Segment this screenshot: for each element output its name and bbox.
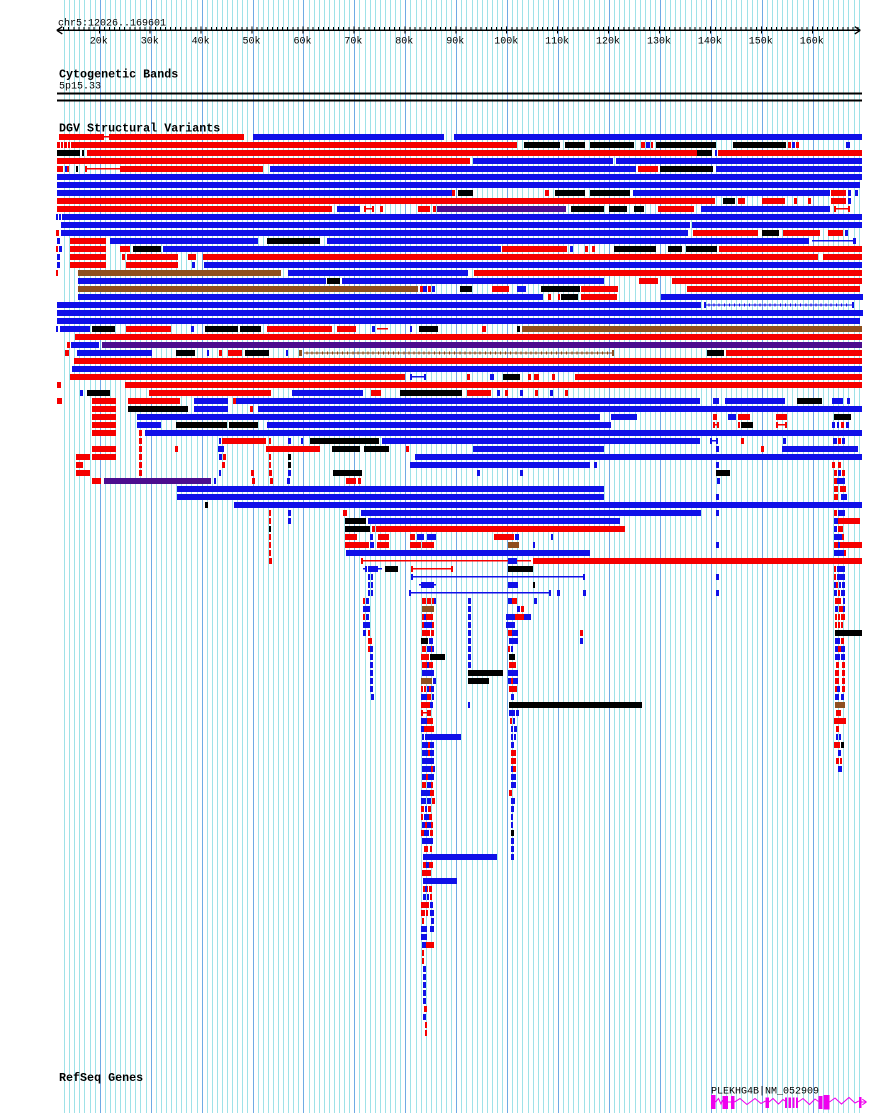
svg-text:120k: 120k: [596, 36, 620, 48]
svg-text:5p15.33: 5p15.33: [59, 82, 101, 93]
svg-text:20k: 20k: [90, 36, 108, 48]
svg-text:80k: 80k: [395, 36, 413, 48]
svg-text:DGV Structural Variants: DGV Structural Variants: [59, 122, 220, 136]
svg-text:50k: 50k: [242, 36, 260, 48]
svg-text:70k: 70k: [344, 36, 362, 48]
svg-text:100k: 100k: [494, 36, 518, 48]
svg-text:110k: 110k: [545, 36, 569, 48]
svg-text:150k: 150k: [749, 36, 773, 48]
svg-text:40k: 40k: [192, 36, 210, 48]
svg-text:130k: 130k: [647, 36, 671, 48]
svg-text:chr5:12026..169601: chr5:12026..169601: [58, 18, 166, 30]
svg-text:30k: 30k: [141, 36, 159, 48]
svg-text:160k: 160k: [800, 36, 824, 48]
svg-text:PLEKHG4B|NM_052909: PLEKHG4B|NM_052909: [711, 1086, 819, 1098]
svg-text:RefSeq Genes: RefSeq Genes: [59, 1071, 143, 1085]
svg-text:60k: 60k: [293, 36, 311, 48]
svg-text:90k: 90k: [446, 36, 464, 48]
svg-text:Cytogenetic Bands: Cytogenetic Bands: [59, 68, 178, 82]
svg-text:140k: 140k: [698, 36, 722, 48]
